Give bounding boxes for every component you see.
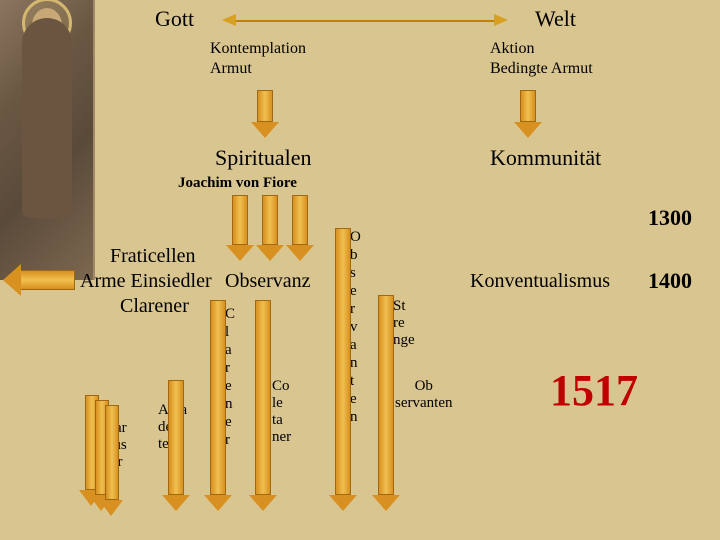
da-str <box>378 295 394 495</box>
saint-image <box>0 0 95 280</box>
da-clar-h <box>204 495 232 511</box>
darrow-obs3-head <box>286 245 314 261</box>
fraticellen: Fraticellen <box>110 245 196 268</box>
mid-kommunitaet: Kommunität <box>490 145 601 171</box>
da-str-h <box>372 495 400 511</box>
da-bar3h <box>99 500 123 516</box>
branch-observanten: O b s e r v a n t e n <box>350 228 361 426</box>
year-1300: 1300 <box>648 205 692 231</box>
arme-einsiedler: Arme Einsiedler <box>80 270 212 293</box>
darrow-komm <box>520 90 536 122</box>
observanz: Observanz <box>225 270 311 293</box>
darrow-spir <box>257 90 273 122</box>
title-gott: Gott <box>155 6 194 32</box>
darrow-obs2-head <box>256 245 284 261</box>
da-bar3 <box>105 405 119 500</box>
saint-robe <box>22 18 72 218</box>
year-1400: 1400 <box>648 268 692 294</box>
da-col-h <box>249 495 277 511</box>
clarener: Clarener <box>120 295 189 318</box>
da-clar <box>210 300 226 495</box>
da-obsn <box>335 228 351 495</box>
da-ama <box>168 380 184 495</box>
branch-coletaner: Co le ta ner <box>272 378 291 446</box>
larrow-frat-head <box>3 264 21 296</box>
branch-clarener-v: C l a r e n e r <box>225 305 235 449</box>
branch-strenge: St re nge <box>393 298 415 349</box>
year-1517: 1517 <box>550 365 638 416</box>
darrow-obs2 <box>262 195 278 245</box>
da-ama-h <box>162 495 190 511</box>
darrow-obs1 <box>232 195 248 245</box>
konventualismus: Konventualismus <box>470 270 610 293</box>
darrow-komm-head <box>514 122 542 138</box>
larrow-frat <box>20 270 75 290</box>
branch-obs2: Ob servanten <box>395 378 452 412</box>
darrow-obs1-head <box>226 245 254 261</box>
darrow-obs3 <box>292 195 308 245</box>
joachim-label: Joachim von Fiore <box>178 175 297 192</box>
harrow-top-r <box>494 14 508 26</box>
darrow-spir-head <box>251 122 279 138</box>
sub-kontemplation: Kontemplation <box>210 40 306 58</box>
harrow-top <box>235 20 495 22</box>
sub-bedingte: Bedingte Armut <box>490 60 593 78</box>
sub-armut: Armut <box>210 60 252 78</box>
da-col <box>255 300 271 495</box>
mid-spiritualen: Spiritualen <box>215 145 312 171</box>
sub-aktion: Aktion <box>490 40 534 58</box>
title-welt: Welt <box>535 6 576 32</box>
da-obsn-h <box>329 495 357 511</box>
harrow-top-l <box>222 14 236 26</box>
